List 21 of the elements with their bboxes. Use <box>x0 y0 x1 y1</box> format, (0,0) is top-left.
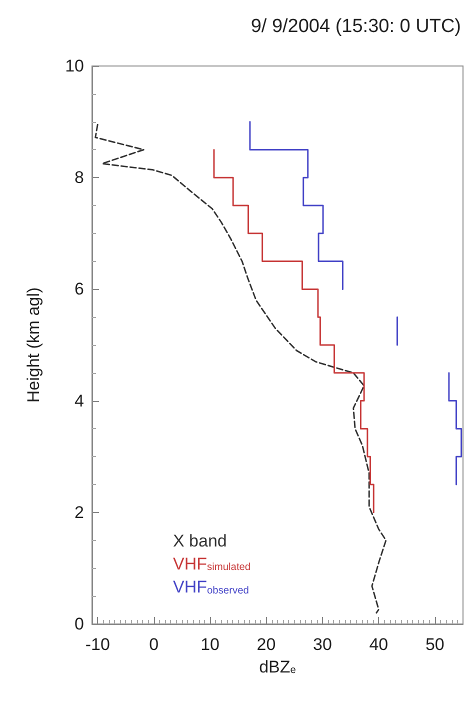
x-tick-label: 0 <box>149 635 159 654</box>
x-tick-label: 50 <box>425 635 444 654</box>
x-tick-label: 20 <box>256 635 276 654</box>
line-series <box>94 124 387 614</box>
x-tick-label: 40 <box>369 635 388 654</box>
text: X band <box>173 531 227 550</box>
y-tick-label: 10 <box>65 56 84 76</box>
text: VHFobserved <box>173 578 250 597</box>
x-tick-label: 10 <box>200 635 220 654</box>
y-tick-label: 4 <box>74 391 84 410</box>
chart-title: 9/ 9/2004 (15:30: 0 UTC) <box>250 16 461 37</box>
y-tick-label: 2 <box>74 502 84 522</box>
x-tick-label: 30 <box>313 635 332 654</box>
text: VHFsimulated <box>173 554 251 574</box>
y-tick-label: 6 <box>74 280 84 299</box>
y-tick-label: 0 <box>74 614 84 634</box>
line-series <box>213 148 374 514</box>
y-axis-title: Height (km agl) <box>24 287 43 403</box>
x-axis-title: dBZe <box>259 657 296 676</box>
x-tick-label: -10 <box>85 635 110 654</box>
y-tick-label: 8 <box>74 168 84 188</box>
